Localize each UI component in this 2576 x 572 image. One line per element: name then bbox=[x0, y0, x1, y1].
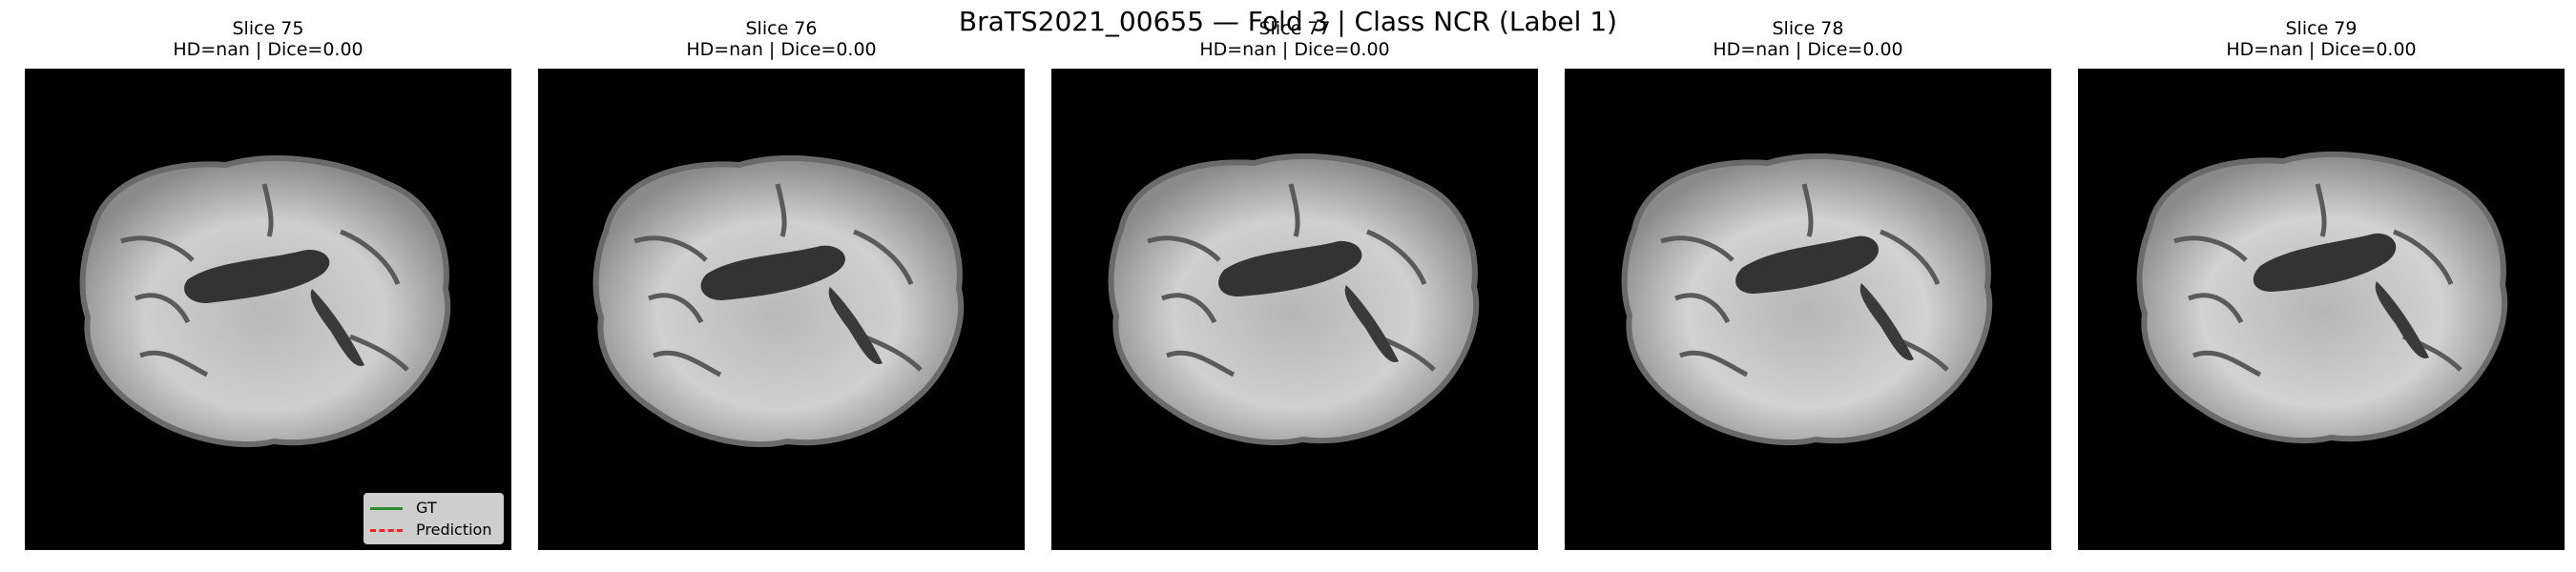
metrics-label: HD=nan | Dice=0.00 bbox=[686, 39, 877, 60]
legend-label: GT bbox=[416, 499, 437, 517]
slice-panel-77: Slice 77 HD=nan | Dice=0.00 bbox=[1051, 0, 1538, 572]
slice-label: Slice 75 bbox=[232, 18, 304, 39]
slice-label: Slice 79 bbox=[2285, 18, 2358, 39]
metrics-label: HD=nan | Dice=0.00 bbox=[173, 39, 364, 60]
brain-slice-image bbox=[1052, 70, 1537, 549]
metrics-label: HD=nan | Dice=0.00 bbox=[2226, 39, 2417, 60]
slice-label: Slice 78 bbox=[1772, 18, 1844, 39]
brain-slice-image bbox=[1566, 70, 2050, 549]
brain-slice-image bbox=[2079, 70, 2564, 549]
prediction-line-swatch bbox=[370, 529, 403, 532]
brain-slice-image bbox=[26, 70, 510, 549]
panel-title: Slice 79 HD=nan | Dice=0.00 bbox=[2078, 18, 2565, 60]
slice-panel-76: Slice 76 HD=nan | Dice=0.00 bbox=[538, 0, 1025, 572]
mri-image bbox=[1565, 69, 2051, 550]
mri-image bbox=[2078, 69, 2565, 550]
slice-label: Slice 77 bbox=[1258, 18, 1331, 39]
panel-title: Slice 78 HD=nan | Dice=0.00 bbox=[1565, 18, 2051, 60]
legend-item-gt: GT bbox=[370, 499, 499, 518]
figure-title: BraTS2021_00655 — Fold 3 | Class NCR (La… bbox=[958, 6, 1618, 37]
mri-image bbox=[538, 69, 1025, 550]
mri-image bbox=[1051, 69, 1538, 550]
metrics-label: HD=nan | Dice=0.00 bbox=[1713, 39, 1903, 60]
legend-item-prediction: Prediction bbox=[370, 521, 499, 540]
legend-label: Prediction bbox=[416, 521, 492, 539]
brain-slice-image bbox=[539, 70, 1024, 549]
slice-panel-79: Slice 79 HD=nan | Dice=0.00 bbox=[2078, 0, 2565, 572]
slice-panel-78: Slice 78 HD=nan | Dice=0.00 bbox=[1565, 0, 2051, 572]
gt-line-swatch bbox=[370, 507, 403, 510]
legend: GT Prediction bbox=[364, 493, 504, 544]
panel-title: Slice 76 HD=nan | Dice=0.00 bbox=[538, 18, 1025, 60]
slice-label: Slice 76 bbox=[745, 18, 818, 39]
panel-title: Slice 77 HD=nan | Dice=0.00 bbox=[1051, 18, 1538, 60]
slice-panel-75: Slice 75 HD=nan | Dice=0.00 GT bbox=[25, 0, 511, 572]
mri-image: GT Prediction bbox=[25, 69, 511, 550]
panel-title: Slice 75 HD=nan | Dice=0.00 bbox=[25, 18, 511, 60]
metrics-label: HD=nan | Dice=0.00 bbox=[1199, 39, 1390, 60]
